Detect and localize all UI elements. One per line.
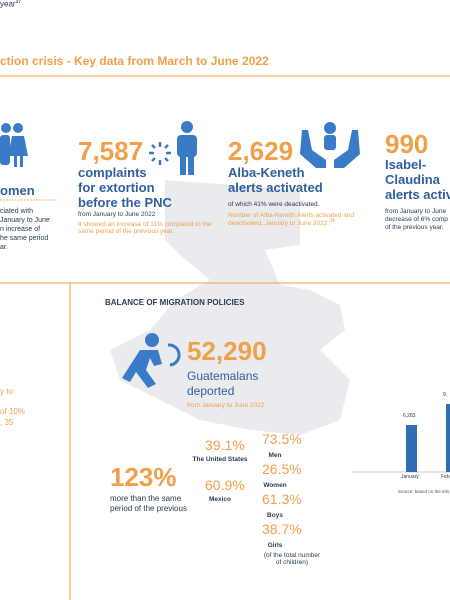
isabel-note: of the previous year. [385,224,444,231]
increase-number: 123% [110,462,177,492]
breakdown-note: (of the total number of children) [263,552,321,567]
extortion-line: for extortion [78,180,155,195]
mini-label: January [401,474,419,480]
alba-detail: of which 41% were deactivated. [228,201,320,208]
deported-period: from January to June 2022 [187,402,265,409]
women-label: omen [0,183,35,198]
extortion-period: from January to June 2022 [78,211,156,218]
women-icon [0,123,28,167]
women-line: n increase of [0,226,41,233]
isabel-line: Isabel- [385,157,427,172]
breakdown-value: 38.7% [262,521,302,537]
increase-line: more than the same [110,494,182,503]
isabel-line: Claudina [385,172,440,187]
alba-line: Alba-Keneth [228,165,305,180]
women-line: ciated with [0,208,34,215]
origin-label: The United States [192,456,248,463]
mini-bar [406,425,417,472]
breakdown-value: 73.5% [262,431,302,447]
women-line: January to June [0,217,50,224]
spark-icon [149,142,171,165]
deported-line: Guatemalans [187,369,259,383]
map-silhouette [110,180,350,435]
left-line: , 35 [0,418,14,427]
runner-icon [122,333,181,388]
extortion-number: 7,587 [78,136,144,166]
footnote: 37 [15,0,22,5]
hands-icon [300,122,360,168]
breakdown-label: Girls [267,542,283,549]
mini-bar [446,404,450,472]
isabel-number: 990 [385,129,429,159]
origin-value: 39.1% [205,437,245,453]
extortion-line: before the PNC [78,195,172,210]
footnote: 34 [329,218,335,225]
isabel-line: alerts activ [385,187,450,202]
breakdown-value: 61.3% [262,491,302,507]
deported-number: 52,290 [187,336,267,366]
extortion-note: It showed an increase of 11% compared to… [78,221,212,236]
increase-line: period of the previous [110,504,187,513]
women-line: ar. [0,244,8,251]
breakdown-label: Men [268,452,282,459]
mini-value: 6,283 [403,413,416,419]
migration-title: BALANCE OF MIGRATION POLICIES [105,298,245,307]
alba-number: 2,629 [228,136,294,166]
isabel-note: from January to June [385,208,447,215]
breakdown-value: 26.5% [262,461,302,477]
alba-note: Number of Alba-Keneth Alerts activated a… [228,212,368,227]
breakdown-label: Boys [267,512,283,519]
deported-line: deported [187,384,235,398]
header-title: ction crisis - Key data from March to Ju… [0,54,269,68]
women-line: he same period [0,235,49,242]
extortion-line: complaints [78,165,147,180]
origin-value: 60.9% [205,477,245,493]
alba-line: alerts activated [228,180,323,195]
mini-value: 9, [443,392,448,398]
origin-label: Mexico [208,496,232,503]
breakdown-label: Women [263,482,287,489]
isabel-note: decrease of 6% comp [385,216,448,223]
increase-line: year [0,0,16,9]
increase-lines: more than the same period of the previous… [0,0,450,513]
left-line: of 10% [0,407,25,416]
left-line: y to [0,387,13,396]
increase-last: year37 [0,0,450,9]
mini-label: Feb [441,474,450,480]
person-icon [177,121,197,175]
alba-note-text: Number of Alba-Keneth Alerts activated a… [228,212,355,228]
mini-source: Source: based on the info [398,489,450,494]
